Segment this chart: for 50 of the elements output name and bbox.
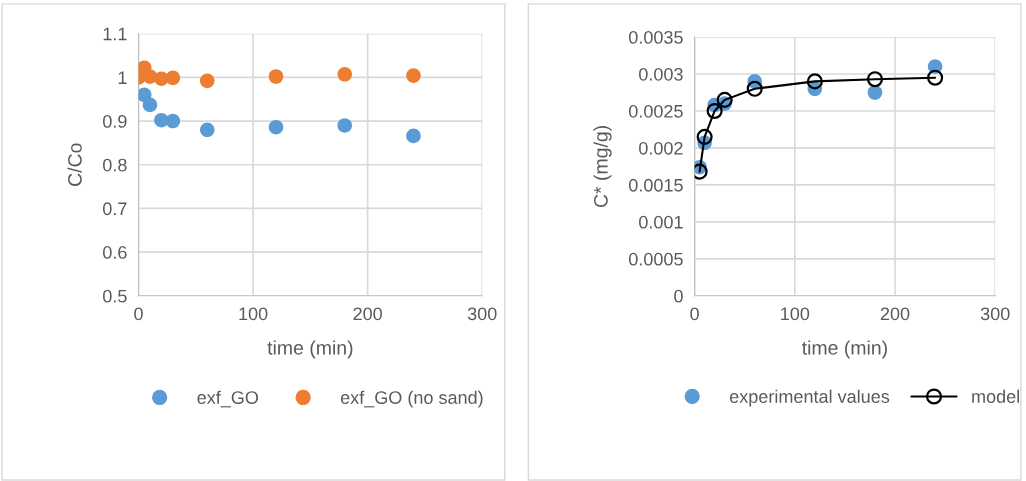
y-tick-label: 0.0015: [628, 178, 683, 192]
point: [199, 122, 215, 138]
point: [165, 113, 181, 129]
y-tick-label: 1.1: [103, 27, 127, 41]
y-tick-label: 0.001: [639, 215, 683, 229]
y-tick-label: 0.0005: [628, 252, 683, 266]
legend-label: model: [972, 389, 1019, 403]
x-tick-label: 200: [353, 307, 383, 321]
point: [927, 69, 944, 86]
point: [337, 67, 353, 82]
x-axis-title: time (min): [802, 340, 887, 359]
y-tick-label: 0.003: [639, 67, 683, 81]
x-tick-label: 0: [690, 307, 699, 321]
y-tick-label: 0.0025: [628, 104, 683, 118]
y-axis-title: C* (mg/g): [593, 126, 612, 208]
point: [716, 91, 733, 108]
point: [337, 118, 353, 133]
point: [406, 128, 421, 144]
y-tick-label: 0: [674, 289, 683, 303]
point: [199, 73, 215, 89]
point: [268, 69, 284, 84]
point: [866, 71, 884, 88]
x-tick-label: 100: [239, 307, 268, 321]
y-tick-label: 0.002: [639, 141, 683, 155]
y-tick-label: 0.7: [103, 202, 127, 216]
y-axis-title: C/Co: [67, 143, 82, 186]
y-tick-label: 0.9: [103, 114, 127, 128]
y-tick-label: 1: [118, 71, 127, 84]
x-tick-label: 0: [134, 307, 143, 321]
legend-label: experimental values: [729, 389, 890, 407]
point: [806, 73, 823, 90]
y-tick-label: 0.6: [103, 246, 127, 259]
point: [746, 80, 763, 97]
x-tick-label: 200: [880, 307, 910, 321]
y-tick-label: 0.8: [103, 158, 127, 172]
y-tick-label: 0.0035: [628, 30, 683, 44]
x-axis-title: time (min): [267, 340, 353, 359]
x-tick-label: 100: [781, 307, 810, 321]
point: [142, 97, 158, 113]
point: [696, 128, 713, 145]
y-tick-label: 0.5: [103, 289, 127, 303]
x-tick-label: 300: [467, 307, 497, 321]
x-tick-label: 300: [980, 307, 1010, 321]
point: [867, 85, 883, 100]
legend-label: exf_GO (no sand): [340, 390, 483, 408]
point: [165, 70, 181, 86]
point: [706, 102, 723, 120]
point: [406, 68, 421, 83]
legend-label: exf_GO: [197, 390, 259, 408]
point: [268, 119, 284, 135]
